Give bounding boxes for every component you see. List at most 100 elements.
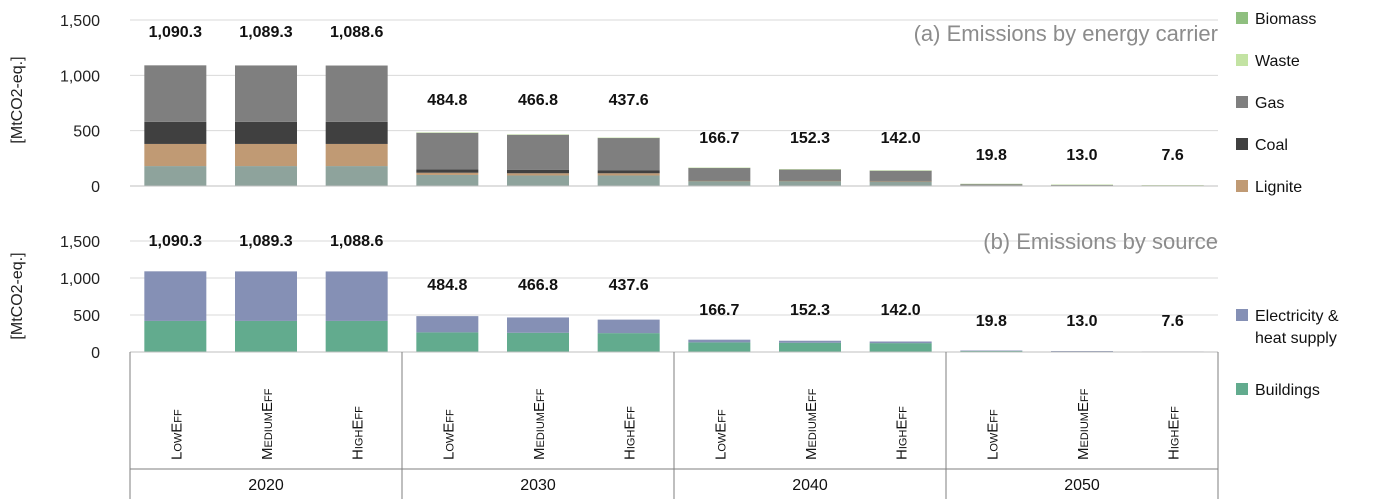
year-group-label: 2040 (792, 477, 828, 494)
year-group-label: 2050 (1064, 477, 1100, 494)
legend-label: Waste (1255, 53, 1300, 70)
bar-segment-gas (144, 65, 207, 122)
total-data-label: 484.8 (427, 92, 467, 109)
bar-segment-waste (779, 169, 841, 170)
total-data-label: 142.0 (881, 130, 921, 147)
total-data-label: 13.0 (1066, 313, 1097, 330)
y-tick-label: 1,000 (60, 68, 100, 85)
bar-segment-base (144, 166, 207, 186)
bar-segment-waste (869, 170, 932, 171)
legend-label: Lignite (1255, 179, 1302, 196)
bar-segment-lignite (688, 180, 751, 182)
bar-segment-electricity-heat-supply (416, 316, 479, 333)
year-group-label: 2030 (520, 477, 556, 494)
total-data-label: 1,089.3 (239, 233, 292, 250)
bar-segment-electricity-heat-supply (597, 319, 660, 334)
scenario-label-part: FF (716, 409, 728, 423)
bar-segment-gas (416, 132, 479, 170)
y-tick-label: 1,500 (60, 234, 100, 251)
total-data-label: 1,088.6 (330, 233, 383, 250)
bar-segment-base (869, 181, 932, 186)
scenario-label-part: FF (898, 406, 910, 420)
scenario-label-part: OW (716, 432, 728, 452)
scenario-label-part: FF (444, 409, 456, 423)
total-data-label: 19.8 (976, 313, 1007, 330)
bar-segment-electricity-heat-supply (1051, 351, 1113, 352)
scenario-label-part: EDIUM (535, 412, 547, 447)
scenario-label: HIGHEFF (622, 406, 639, 460)
total-data-label: 166.7 (699, 130, 739, 147)
scenario-label-part: EDIUM (1079, 412, 1091, 447)
bar-segment-coal (235, 121, 297, 144)
bar-segment-gas (779, 169, 841, 181)
bar-segment-buildings (507, 332, 569, 352)
scenario-label-part: E (622, 420, 639, 430)
total-data-label: 466.8 (518, 92, 558, 109)
scenario-label-part: L (712, 452, 729, 460)
bar-segment-buildings (325, 320, 388, 352)
scenario-label-part: FF (354, 406, 366, 420)
bar-segment-electricity-heat-supply (779, 340, 841, 343)
scenario-label-part: IGH (898, 430, 910, 450)
bar-segment-gas (960, 183, 1023, 186)
bar-segment-lignite (235, 143, 297, 167)
legend-label: Gas (1255, 95, 1284, 112)
bar-segment-base (235, 166, 297, 186)
scenario-label-part: FF (1079, 388, 1091, 402)
bar-segment-lignite (597, 173, 660, 176)
bar-segment-electricity-heat-supply (960, 350, 1023, 352)
scenario-label-part: E (168, 423, 185, 433)
bar-segment-base (688, 181, 751, 186)
bar-segment-waste (507, 134, 569, 135)
bar-segment-gas (507, 134, 569, 170)
bar-segment-base (597, 175, 660, 186)
bar-segment-buildings (688, 342, 751, 352)
bar-segment-waste (597, 137, 660, 139)
bar-segment-coal (779, 180, 841, 181)
scenario-label-part: E (803, 402, 820, 412)
scenario-label-part: L (168, 452, 185, 460)
total-data-label: 484.8 (427, 277, 467, 294)
total-data-label: 1,090.3 (149, 233, 202, 250)
scenario-label: LOWEFF (440, 409, 457, 460)
scenario-label-part: IGH (354, 430, 366, 450)
scenario-label-part: FF (807, 388, 819, 402)
bar-segment-waste (1141, 185, 1204, 186)
scenario-label-part: L (440, 452, 457, 460)
total-data-label: 142.0 (881, 302, 921, 319)
bar-segment-buildings (416, 332, 479, 352)
bar-segment-buildings (597, 333, 660, 352)
bar-segment-gas (1051, 184, 1113, 186)
bar-segment-lignite (325, 143, 388, 167)
legend-label: Biomass (1255, 11, 1316, 28)
bar-segment-coal (507, 169, 569, 174)
bar-segment-coal (688, 180, 751, 181)
scenario-label-part: E (984, 423, 1001, 433)
scenario-label-part: M (1075, 448, 1092, 461)
total-data-label: 7.6 (1162, 313, 1184, 330)
legend-label: Electricity & (1255, 308, 1339, 325)
scenario-label-part: H (894, 449, 911, 460)
scenario-label-part: EDIUM (807, 412, 819, 447)
bar-segment-gas (597, 137, 660, 171)
scenario-label-part: L (984, 452, 1001, 460)
scenario-label: MEDIUMEFF (259, 388, 276, 460)
scenario-label-part: H (350, 449, 367, 460)
bar-segment-waste (688, 167, 751, 169)
scenario-label-part: E (894, 420, 911, 430)
scenario-label-part: EDIUM (263, 412, 275, 447)
panel-title: (a) Emissions by energy carrier (914, 21, 1218, 46)
bar-segment-lignite (144, 143, 207, 167)
bar-segment-waste (1051, 184, 1113, 186)
legend-label: Coal (1255, 137, 1288, 154)
total-data-label: 1,090.3 (149, 24, 202, 41)
scenario-label-part: E (531, 402, 548, 412)
scenario-label-part: H (1166, 449, 1183, 460)
bar-segment-lignite (507, 173, 569, 176)
bar-segment-coal (869, 180, 932, 182)
legend-swatch (1236, 96, 1248, 108)
legend-label: Buildings (1255, 382, 1320, 399)
scenario-label: LOWEFF (168, 409, 185, 460)
total-data-label: 166.7 (699, 302, 739, 319)
bar-segment-base (507, 175, 569, 186)
